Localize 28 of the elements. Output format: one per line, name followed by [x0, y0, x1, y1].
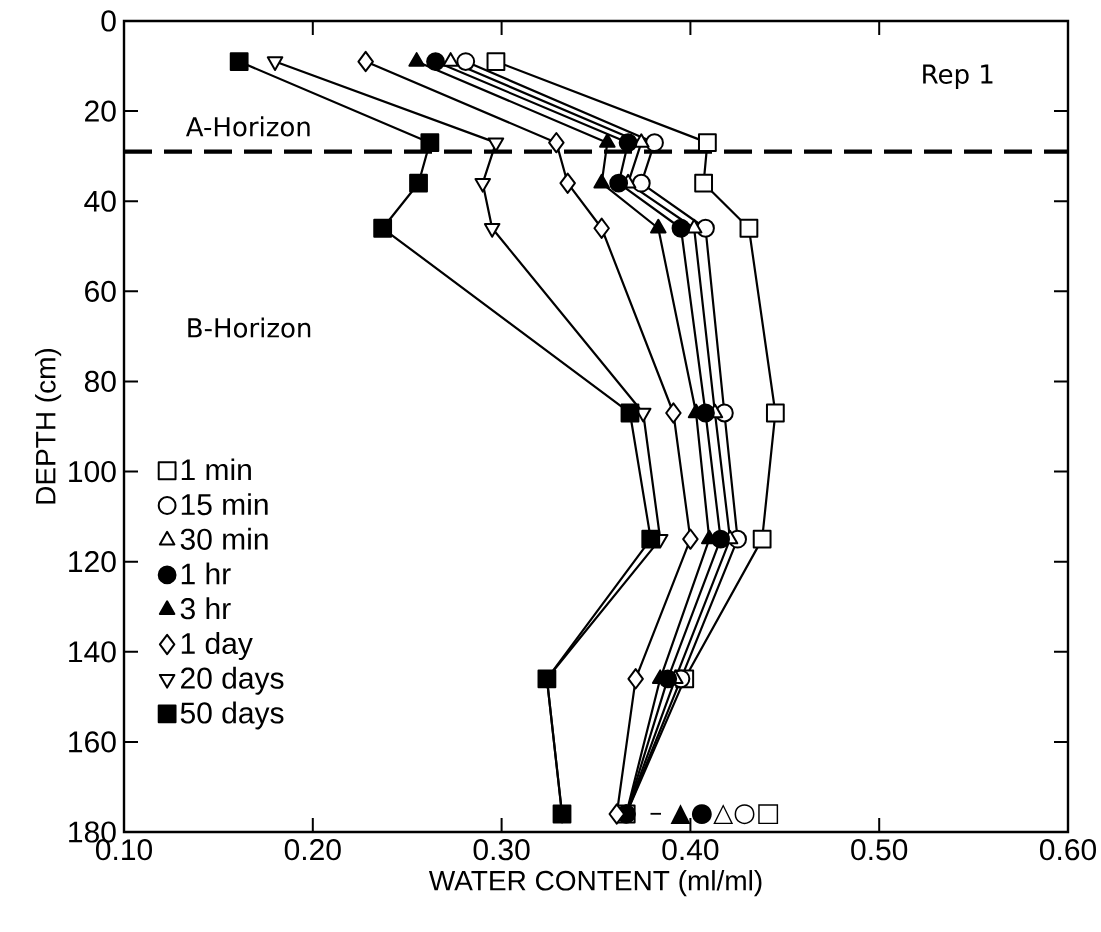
x-tick-label: 0.60 — [1039, 839, 1096, 861]
annotation: A-Horizon — [185, 116, 310, 137]
y-axis-title: DEPTH (cm) — [35, 348, 62, 504]
legend-label: 20 days — [181, 666, 284, 695]
y-tick-label: 80 — [84, 370, 116, 393]
y-tick-label: 20 — [85, 100, 116, 122]
y-tick-label: 140 — [69, 641, 116, 663]
y-tick-label: 120 — [69, 551, 116, 573]
x-tick-label: 0.30 — [473, 839, 530, 861]
legend-label: 30 min — [180, 527, 268, 550]
legend-label: 1 day — [181, 632, 253, 661]
y-tick-label: 100 — [69, 460, 116, 483]
annotation: B-Horizon — [188, 317, 311, 338]
legend-label: 3 hr — [180, 597, 231, 620]
x-tick-label: 0.50 — [851, 839, 908, 861]
x-tick-label: 0.40 — [662, 839, 719, 861]
x-tick-label: 0.20 — [284, 839, 341, 861]
annotation: Rep 1 — [923, 64, 993, 89]
y-tick-label: 0 — [101, 10, 116, 32]
y-tick-label: 160 — [69, 731, 116, 753]
legend-label: 1 min — [181, 458, 251, 481]
legend-label: 50 days — [180, 701, 284, 730]
legend-label: 15 min — [181, 493, 268, 516]
y-tick-label: 40 — [84, 190, 116, 212]
x-axis-title: WATER CONTENT (ml/ml) — [428, 870, 762, 897]
y-tick-label: 60 — [85, 280, 116, 302]
annotation: – ▲●△○□ — [650, 804, 779, 825]
legend-label: 1 hr — [181, 562, 231, 585]
